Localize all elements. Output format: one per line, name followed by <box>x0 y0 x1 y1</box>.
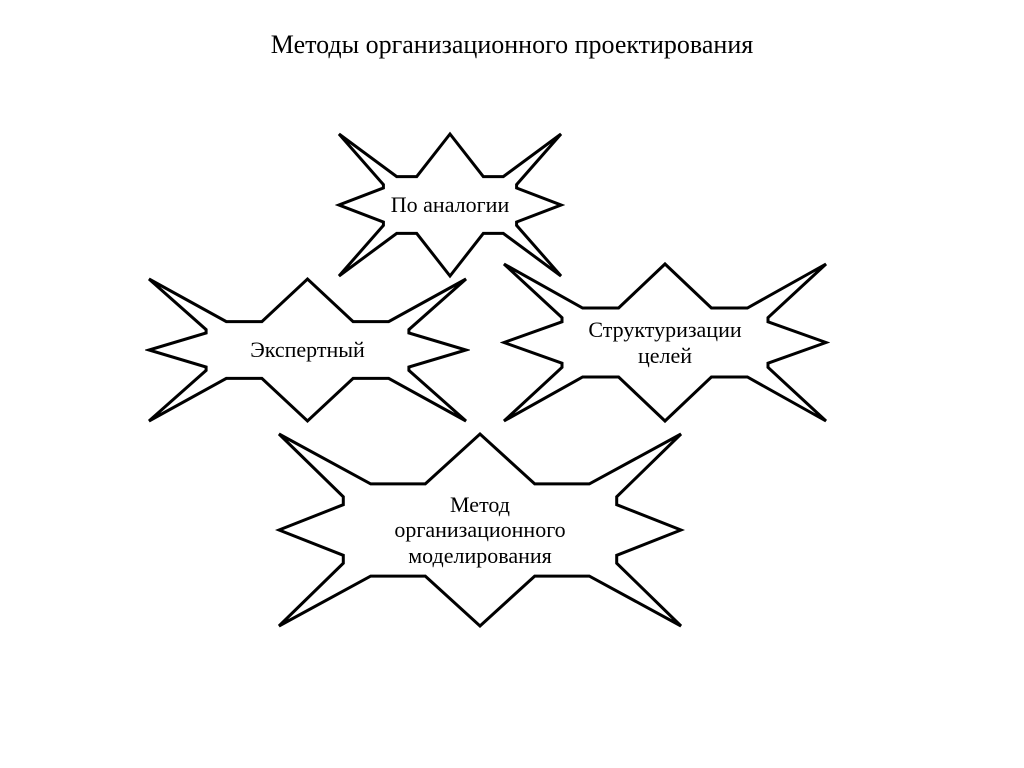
node-structuring: Структуризации целей <box>500 260 830 425</box>
node-org-modeling: Метод организационного моделирования <box>275 430 685 630</box>
starburst-icon <box>145 275 470 425</box>
node-expert: Экспертный <box>145 275 470 425</box>
diagram-title: Методы организационного проектирования <box>0 30 1024 60</box>
node-analogy: По аналогии <box>335 130 565 280</box>
starburst-icon <box>335 130 565 280</box>
starburst-icon <box>275 430 685 630</box>
starburst-icon <box>500 260 830 425</box>
diagram-canvas: Методы организационного проектирования П… <box>0 0 1024 768</box>
